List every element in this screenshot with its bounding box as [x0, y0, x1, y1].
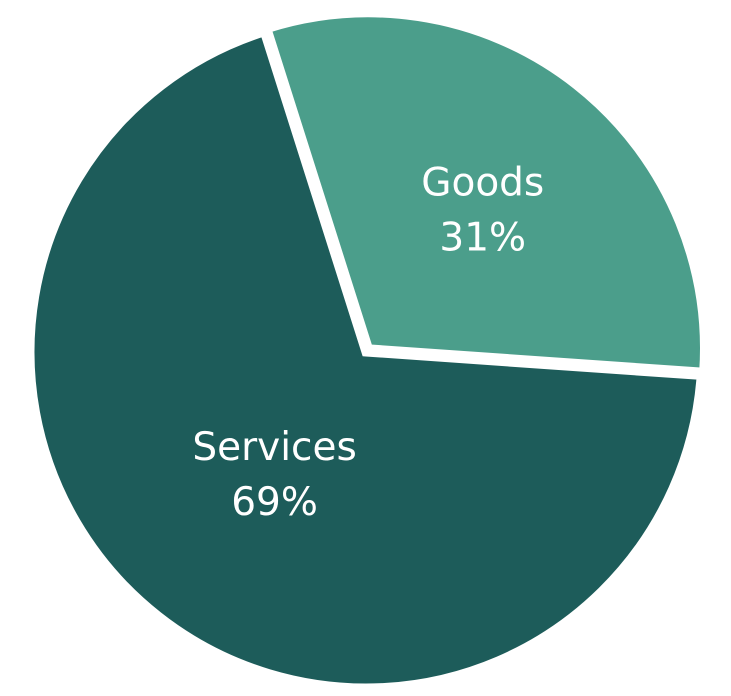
slice-value-goods: 31% — [439, 216, 526, 261]
slice-label-services: Services — [192, 425, 356, 470]
slice-value-services: 69% — [231, 480, 318, 525]
pie-slices — [25, 8, 709, 693]
pie-slice-services — [25, 26, 706, 693]
pie-slice-goods — [261, 8, 709, 378]
slice-label-goods: Goods — [421, 161, 544, 206]
pie-labels: Services 69% Goods 31% — [192, 161, 544, 526]
